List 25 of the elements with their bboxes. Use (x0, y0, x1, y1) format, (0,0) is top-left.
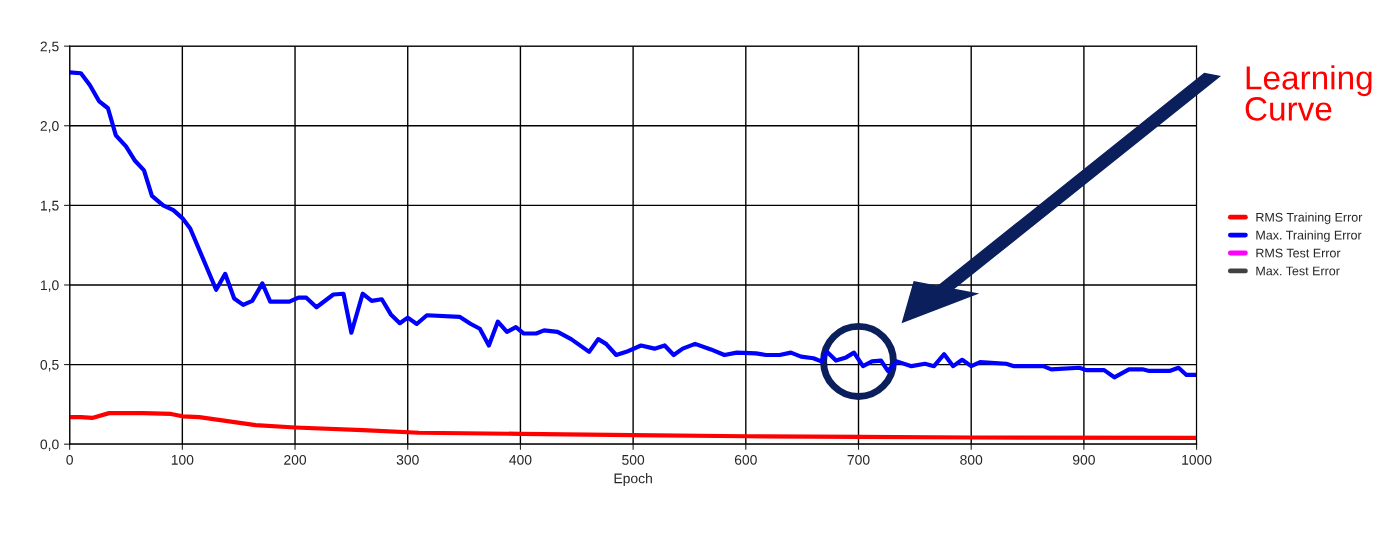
x-tick-label: 100 (171, 454, 194, 465)
x-tick-label: 500 (622, 454, 645, 465)
legend-label: Max. Test Error (1256, 266, 1340, 276)
x-tick-label: 900 (1072, 454, 1095, 465)
y-tick-label: 0,0 (40, 439, 59, 451)
y-tick-label: 0,5 (40, 359, 59, 372)
x-tick-label: 800 (960, 454, 983, 465)
legend-label: RMS Test Error (1256, 248, 1341, 258)
y-tick-label: 1,5 (40, 200, 59, 213)
x-axis-title: Epoch (614, 473, 652, 487)
text: Learning Curve (1245, 65, 1372, 121)
x-tick-label: 1000 (1182, 454, 1212, 465)
x-tick-label: 400 (509, 454, 532, 465)
x-tick-label: 200 (284, 454, 307, 465)
legend-label: Max. Training Error (1256, 230, 1362, 243)
line-series (69, 70, 1197, 380)
y-tick-label: 2,5 (40, 41, 59, 53)
y-tick-label: 2,0 (40, 121, 59, 133)
y-tick-label: 1,0 (40, 280, 59, 292)
x-tick-label: 0 (66, 454, 73, 465)
line-series (69, 411, 1197, 440)
x-tick-label: 300 (396, 454, 419, 465)
legend-label: RMS Training Error (1256, 212, 1363, 225)
x-tick-label: 600 (734, 454, 757, 465)
x-tick-label: 700 (847, 454, 870, 465)
